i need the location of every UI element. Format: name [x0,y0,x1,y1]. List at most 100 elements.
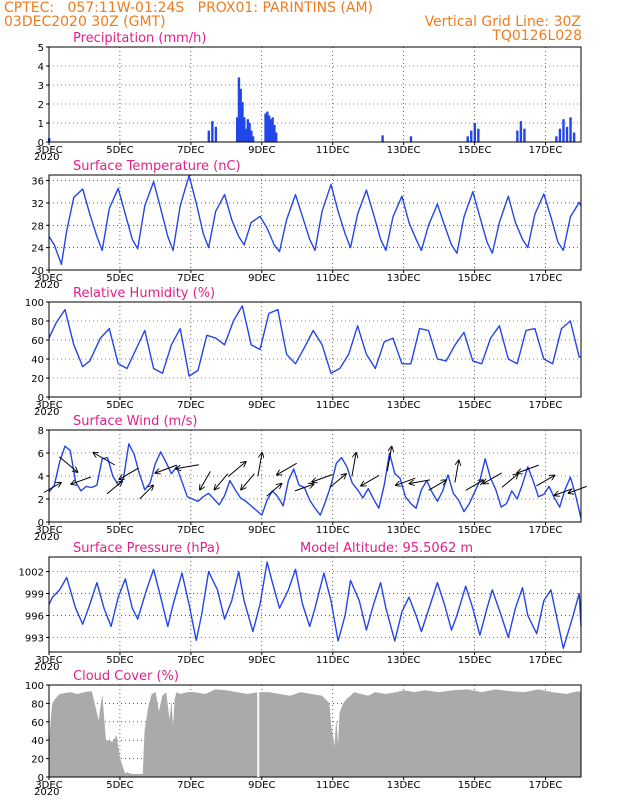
precip-bar [269,119,273,142]
panel-title: Precipitation (mm/h) [73,31,206,46]
year-label: 2020 [34,280,59,291]
x-tick-label: 5DEC [106,145,133,156]
wind-vector-arrow [454,460,459,483]
y-tick-label: 100 [25,298,44,309]
precip-bar [241,102,244,142]
x-tick-label: 15DEC [458,400,492,411]
x-tick-label: 3DEC [35,400,62,411]
x-tick-label: 3DEC [35,780,62,791]
panel-annotation: Model Altitude: 95.5062 m [300,541,473,556]
precip-bar [264,113,267,142]
y-tick-label: 36 [31,177,44,188]
wind-vector-arrow [155,464,178,473]
x-tick-label: 17DEC [529,273,563,284]
x-tick-label: 15DEC [458,655,492,666]
precip-bar [248,123,251,142]
year-label: 2020 [34,787,59,798]
precip-bar [466,136,469,142]
precip-bar [239,88,242,142]
y-tick-label: 20 [31,374,44,385]
panel-title: Relative Humidity (%) [73,286,215,301]
x-tick-label: 13DEC [387,780,421,791]
wind-vector-arrow [409,479,431,484]
wind-vector-arrow [119,467,139,479]
y-tick-label: 2 [38,495,44,506]
y-tick-label: 8 [38,426,44,437]
panel-title: Surface Pressure (hPa) [73,541,220,556]
y-tick-label: 2 [38,100,44,111]
wind-vector-arrow [465,480,484,491]
wind-vector-arrow [257,453,262,477]
precip-bar [214,126,218,142]
panel-frame [48,301,582,398]
precip-bar [273,124,276,142]
x-tick-label: 17DEC [529,145,563,156]
panel-surface-pressure: 993 996 999 1002 3DEC 5DEC 7DEC 9DEC 11DEC 13DEC 1… [19,541,582,673]
panel-relative-humidity: 0 20 40 60 80 100 3DEC 5DEC 7DEC 9DEC 11DEC 13DEC 15… [25,286,582,418]
precip-bar [555,136,558,142]
x-tick-label: 3DEC [35,525,62,536]
precip-bar [250,130,253,142]
precip-bar [572,132,576,142]
y-tick-label: 80 [31,699,44,710]
precip-bar [409,136,413,142]
year-label: 2020 [34,152,59,163]
precip-bar [558,128,562,142]
precip-bar [274,132,278,142]
wind-vector-arrow [176,464,199,469]
x-tick-label: 3DEC [35,273,62,284]
precip-bar [266,111,269,142]
wind-series-line [48,443,582,519]
panel-title: Surface Temperature (nC) [73,159,241,174]
x-tick-label: 5DEC [106,400,133,411]
x-tick-label: 7DEC [177,400,204,411]
wind-vector-arrow [200,471,211,489]
x-tick-label: 15DEC [458,525,492,536]
panel-cloud-cover: 0 20 40 60 80 100 3DEC 5DEC 7DEC 9DEC 11DEC 13DEC 15… [25,669,582,798]
panel-precipitation: 0 1 2 3 4 5 3DEC 5DEC 7DEC 9DEC 11DEC 13DEC 15DEC 17D… [34,31,582,163]
precip-bar [523,128,526,142]
wind-vector-arrow [71,476,92,484]
x-tick-label: 13DEC [387,145,421,156]
wind-vector-arrow [227,462,246,477]
pressure-series-line [48,561,582,649]
panel-surface-temperature: 20 24 28 32 36 3DEC 5DEC 7DEC 9DEC 11DEC 13DEC 15DE… [31,159,582,291]
x-tick-label: 13DEC [387,273,421,284]
y-tick-label: 28 [31,221,44,232]
x-tick-label: 9DEC [248,655,275,666]
precip-bar [207,130,210,142]
header-grid-line: Vertical Grid Line: 30Z [424,14,581,30]
year-label: 2020 [34,532,59,543]
x-tick-label: 7DEC [177,780,204,791]
precip-bar [562,119,565,142]
y-tick-label: 1 [38,119,44,130]
precip-bar [271,117,274,142]
wind-vector-arrow [139,485,154,500]
x-tick-label: 15DEC [458,145,492,156]
y-tick-label: 80 [31,317,44,328]
y-tick-label: 4 [38,472,44,483]
temp-series-line [48,174,582,266]
x-tick-label: 17DEC [529,780,563,791]
precip-bar [251,136,255,142]
wind-vector-arrow [396,477,416,485]
y-tick-label: 20 [31,755,44,766]
panel-frame [48,556,582,653]
panel-title: Surface Wind (m/s) [73,414,197,429]
y-tick-label: 0 [38,138,44,149]
y-tick-label: 60 [31,336,44,347]
y-tick-label: 40 [31,736,44,747]
header-station: CPTEC: 057:11W-01:24S PROX01: PARINTINS … [4,0,374,16]
x-tick-label: 9DEC [248,273,275,284]
x-tick-label: 7DEC [177,655,204,666]
wind-vector-arrow [428,480,447,491]
wind-vector-arrow [266,484,282,497]
precip-bar [267,115,271,142]
y-tick-label: 32 [31,199,44,210]
panel-frame [48,684,582,778]
x-tick-label: 5DEC [106,655,133,666]
y-tick-label: 0 [38,773,44,784]
wind-vector-arrow [277,462,297,475]
x-tick-label: 3DEC [35,145,62,156]
x-tick-label: 17DEC [529,400,563,411]
